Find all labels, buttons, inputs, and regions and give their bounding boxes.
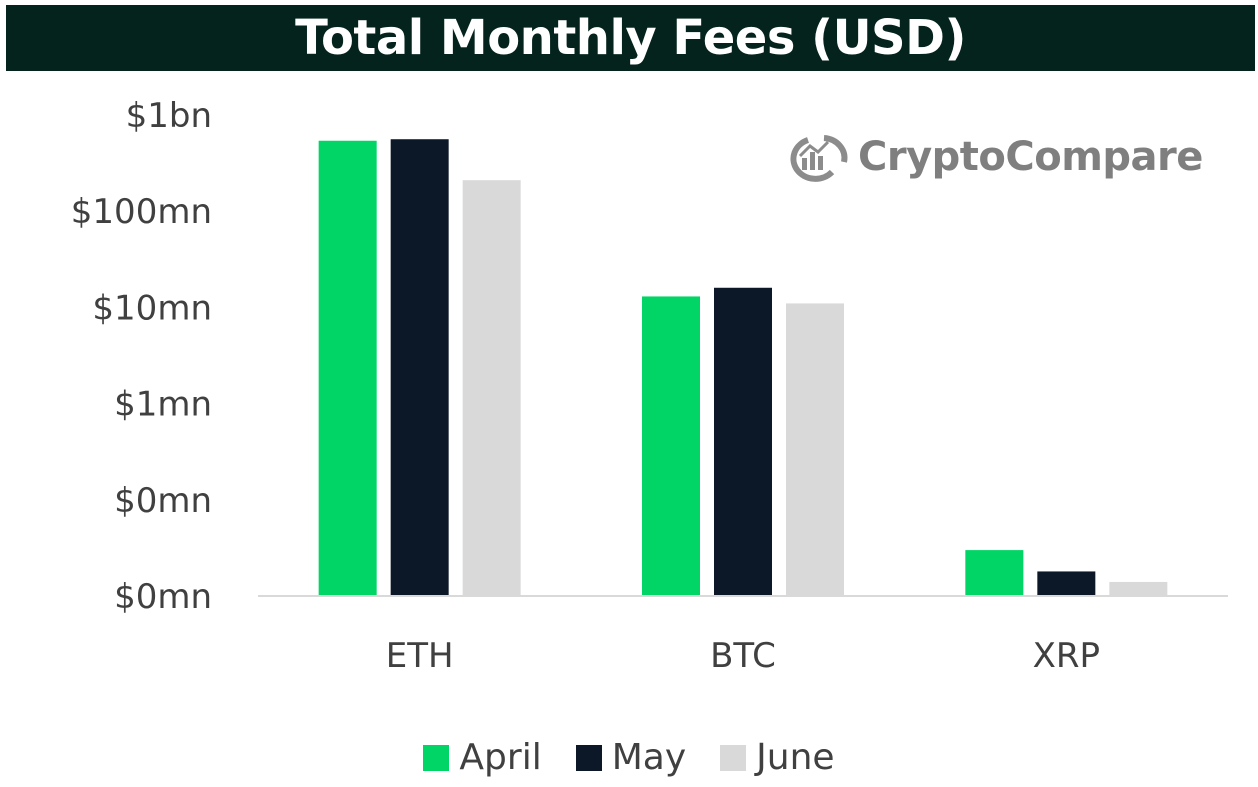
x-axis-category-labels: ETH BTC XRP — [386, 636, 1100, 676]
bar-eth-june — [462, 180, 521, 596]
legend-item-june: June — [720, 737, 835, 778]
y-axis-tick-labels: $1bn $100mn $10mn $1mn $0mn $0mn — [71, 96, 212, 617]
legend-swatch-may — [575, 744, 602, 771]
legend-label-april: April — [459, 737, 542, 778]
bars — [318, 139, 1168, 596]
cryptocompare-logo-icon — [790, 135, 848, 182]
y-tick-label: $0mn — [114, 481, 212, 521]
legend-label-june: June — [756, 737, 835, 778]
bar-btc-may — [714, 287, 772, 596]
legend-label-may: May — [611, 737, 687, 778]
x-category-label-btc: BTC — [710, 636, 776, 676]
bar-eth-april — [318, 140, 377, 596]
y-tick-label: $0mn — [114, 577, 212, 617]
y-tick-label: $10mn — [92, 288, 212, 328]
bar-btc-june — [786, 303, 844, 596]
chart-title-bar: Total Monthly Fees (USD) — [6, 5, 1255, 71]
legend-swatch-april — [423, 744, 450, 771]
cryptocompare-logo: CryptoCompare — [780, 132, 1203, 182]
legend-item-april: April — [423, 737, 542, 778]
bar-xrp-june — [1109, 581, 1168, 596]
y-tick-label: $1mn — [114, 385, 212, 425]
legend: April May June — [0, 737, 1258, 778]
x-category-label-eth: ETH — [386, 636, 454, 676]
y-tick-label: $100mn — [71, 192, 212, 232]
bar-btc-april — [642, 296, 700, 596]
bar-xrp-april — [965, 550, 1024, 596]
x-category-label-xrp: XRP — [1033, 636, 1100, 676]
bar-eth-may — [390, 139, 449, 596]
legend-swatch-june — [720, 744, 747, 771]
legend-item-may: May — [575, 737, 687, 778]
chart-title: Total Monthly Fees (USD) — [295, 10, 966, 66]
y-tick-label: $1bn — [126, 96, 212, 136]
bar-xrp-may — [1037, 571, 1096, 596]
cryptocompare-logo-text: CryptoCompare — [858, 134, 1203, 180]
